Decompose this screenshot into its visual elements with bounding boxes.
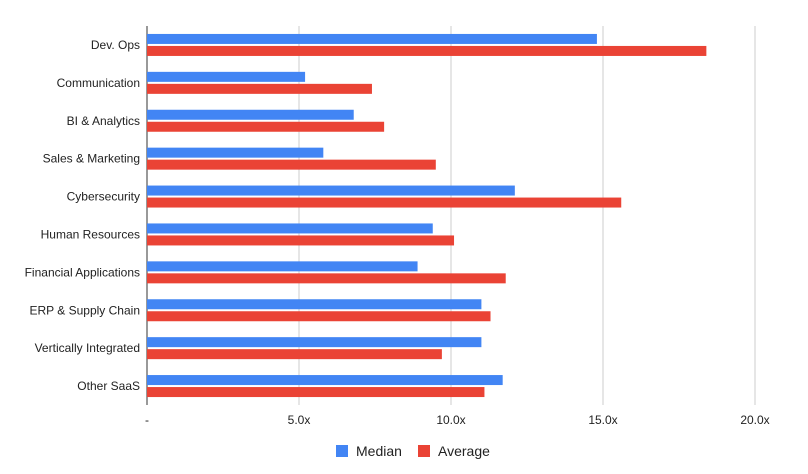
category-label: Sales & Marketing	[43, 152, 140, 166]
bar-average	[147, 387, 485, 398]
bar-average	[147, 273, 506, 284]
category-label: Financial Applications	[25, 265, 140, 279]
bar-median	[147, 109, 354, 120]
bar-average	[147, 197, 622, 208]
legend-swatch	[418, 445, 430, 457]
bar-average	[147, 83, 372, 94]
x-tick-label: 15.0x	[588, 413, 617, 427]
category-labels: Dev. Ops Communication BI & Analytics Sales…	[25, 38, 140, 393]
bar-median	[147, 147, 324, 158]
category-label: Human Resources	[41, 227, 140, 241]
bar-average	[147, 235, 455, 246]
bar-median	[147, 71, 306, 82]
category-label: Other SaaS	[77, 379, 140, 393]
x-axis-ticks: - 5.0x 10.0x 15.0x 20.0x	[145, 413, 770, 427]
gridlines	[146, 26, 756, 405]
category-label: BI & Analytics	[67, 114, 140, 128]
bar-average	[147, 121, 385, 132]
category-label: Dev. Ops	[91, 38, 140, 52]
category-label: Vertically Integrated	[35, 341, 140, 355]
x-tick-label: 10.0x	[436, 413, 465, 427]
bar-median	[147, 223, 433, 234]
legend-swatch	[336, 445, 348, 457]
bar-median	[147, 261, 418, 272]
x-tick-label: 20.0x	[740, 413, 769, 427]
category-label: Communication	[57, 76, 140, 90]
bar-median	[147, 185, 515, 196]
bar-median	[147, 33, 597, 44]
x-tick-label: 5.0x	[288, 413, 311, 427]
bar-median	[147, 375, 503, 386]
legend-label: Average	[438, 443, 490, 459]
category-label: Cybersecurity	[67, 190, 140, 204]
bar-median	[147, 337, 482, 348]
category-label: ERP & Supply Chain	[29, 303, 140, 317]
bar-average	[147, 311, 491, 322]
x-tick-label: -	[145, 413, 149, 427]
legend: Median Average	[336, 443, 490, 459]
bars	[147, 33, 707, 398]
bar-average	[147, 349, 442, 360]
legend-label: Median	[356, 443, 402, 459]
bar-average	[147, 159, 436, 170]
bar-median	[147, 299, 482, 310]
bar-average	[147, 45, 707, 56]
